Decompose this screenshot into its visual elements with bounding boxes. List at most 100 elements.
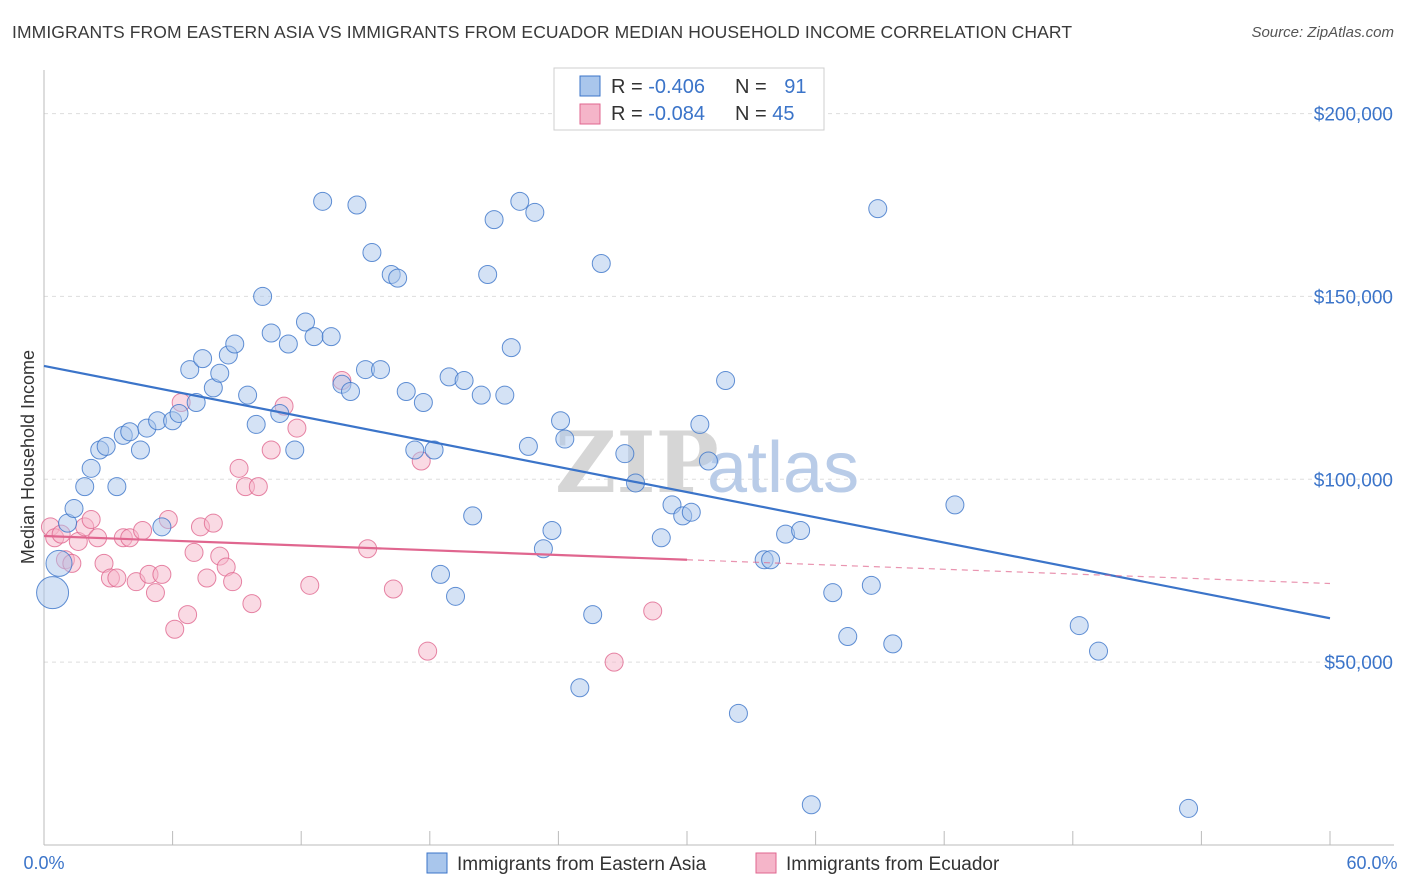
point-eastern-asia-34 [321, 327, 341, 347]
legend-row2: R = -0.084 [611, 103, 705, 125]
point-eastern-asia-19 [193, 349, 213, 369]
point-eastern-asia-58 [518, 436, 538, 456]
legend-swatch-blue [579, 75, 601, 97]
point-ecuador-40 [383, 579, 403, 599]
point-eastern-asia-62 [551, 411, 571, 431]
point-ecuador-34 [261, 440, 281, 460]
point-eastern-asia-3 [64, 499, 84, 519]
point-eastern-asia-45 [413, 392, 433, 412]
bottom-legend-label-pink: Immigrants from Ecuador [786, 854, 1000, 875]
point-ecuador-17 [145, 583, 165, 603]
point-ecuador-25 [197, 568, 217, 588]
trend-line-ecuador-extension [686, 559, 1331, 585]
y-tick-label-150000: $150,000 [1314, 287, 1393, 308]
point-eastern-asia-40 [371, 360, 391, 380]
point-eastern-asia-31 [295, 312, 315, 332]
point-eastern-asia-17 [180, 360, 200, 380]
point-eastern-asia-37 [347, 195, 367, 215]
point-eastern-asia-8 [107, 477, 127, 497]
point-ecuador-18 [152, 564, 172, 584]
point-ecuador-29 [223, 572, 243, 592]
point-eastern-asia-16 [169, 403, 189, 423]
point-eastern-asia-90 [1179, 798, 1199, 818]
watermark-atlas: atlas [707, 428, 859, 508]
x-ticks [43, 831, 1331, 845]
point-eastern-asia-52 [471, 385, 491, 405]
y-tick-label-50000: $50,000 [1324, 653, 1393, 674]
point-eastern-asia-80 [791, 520, 811, 540]
point-eastern-asia-66 [591, 254, 611, 274]
legend-r-label-2: R = [611, 103, 648, 125]
point-eastern-asia-67 [615, 444, 635, 464]
trend-lines [43, 364, 1331, 620]
point-eastern-asia-33 [313, 191, 333, 211]
point-eastern-asia-86 [883, 634, 903, 654]
x-tick-label-max: 60.0% [1346, 853, 1397, 873]
series-ecuador-points [40, 371, 663, 672]
legend-row1: R = -0.406 [611, 76, 705, 98]
point-eastern-asia-27 [261, 323, 281, 343]
point-eastern-asia-4 [75, 477, 95, 497]
point-eastern-asia-84 [861, 575, 881, 595]
point-eastern-asia-51 [463, 506, 483, 526]
point-eastern-asia-75 [716, 371, 736, 391]
point-eastern-asia-87 [945, 495, 965, 515]
point-eastern-asia-82 [823, 583, 843, 603]
bottom-legend-swatch-pink [755, 852, 777, 874]
trend-line-eastern-asia [43, 364, 1331, 620]
point-eastern-asia-81 [801, 795, 821, 815]
legend-row2-n: N = 45 [735, 103, 795, 125]
point-eastern-asia-39 [362, 243, 382, 263]
point-eastern-asia-85 [868, 199, 888, 219]
legend-box: R = -0.406 N = 91 R = -0.084 N = 45 [553, 67, 825, 131]
point-ecuador-20 [165, 619, 185, 639]
point-eastern-asia-14 [152, 517, 172, 537]
point-ecuador-11 [107, 568, 127, 588]
point-eastern-asia-46 [424, 440, 444, 460]
trend-line-ecuador [43, 534, 688, 561]
bottom-legend-swatch-blue [426, 852, 448, 874]
point-eastern-asia-10 [120, 422, 140, 442]
point-ecuador-42 [418, 641, 438, 661]
point-eastern-asia-88 [1069, 616, 1089, 636]
point-eastern-asia-0 [36, 576, 70, 610]
point-ecuador-22 [178, 605, 198, 625]
point-eastern-asia-74 [698, 451, 718, 471]
chart-title: IMMIGRANTS FROM EASTERN ASIA VS IMMIGRAN… [12, 22, 1073, 42]
point-eastern-asia-30 [285, 440, 305, 460]
point-eastern-asia-59 [525, 202, 545, 222]
watermark-zip: ZIP [555, 413, 719, 512]
point-eastern-asia-21 [210, 363, 230, 383]
point-eastern-asia-23 [225, 334, 245, 354]
point-ecuador-32 [242, 594, 262, 614]
point-eastern-asia-65 [583, 605, 603, 625]
point-eastern-asia-1 [45, 549, 73, 577]
x-tick-label-min: 0.0% [23, 853, 64, 873]
point-eastern-asia-64 [570, 678, 590, 698]
legend-swatch-pink [579, 103, 601, 125]
point-ecuador-44 [643, 601, 663, 621]
point-ecuador-30 [229, 458, 249, 478]
y-tick-label-200000: $200,000 [1314, 105, 1393, 126]
point-eastern-asia-44 [405, 440, 425, 460]
source-label: Source: ZipAtlas.com [1251, 24, 1394, 41]
point-eastern-asia-36 [340, 382, 360, 402]
point-eastern-asia-29 [278, 334, 298, 354]
point-eastern-asia-89 [1089, 641, 1109, 661]
bottom-legend-label-blue: Immigrants from Eastern Asia [457, 854, 707, 875]
point-eastern-asia-69 [651, 528, 671, 548]
y-tick-labels: $50,000 $100,000 $150,000 $200,000 [1314, 105, 1393, 675]
point-ecuador-7 [81, 510, 101, 530]
legend-n-value-1: 91 [784, 76, 806, 98]
point-eastern-asia-26 [253, 286, 273, 306]
series-eastern-asia-points [36, 191, 1199, 818]
point-eastern-asia-5 [81, 458, 101, 478]
point-eastern-asia-24 [238, 385, 258, 405]
legend-n-label-1: N = [735, 76, 772, 98]
point-ecuador-36 [287, 418, 307, 438]
point-eastern-asia-61 [542, 520, 562, 540]
point-eastern-asia-56 [501, 338, 521, 358]
point-eastern-asia-32 [304, 327, 324, 347]
legend-row1-n: N = 91 [735, 76, 807, 98]
